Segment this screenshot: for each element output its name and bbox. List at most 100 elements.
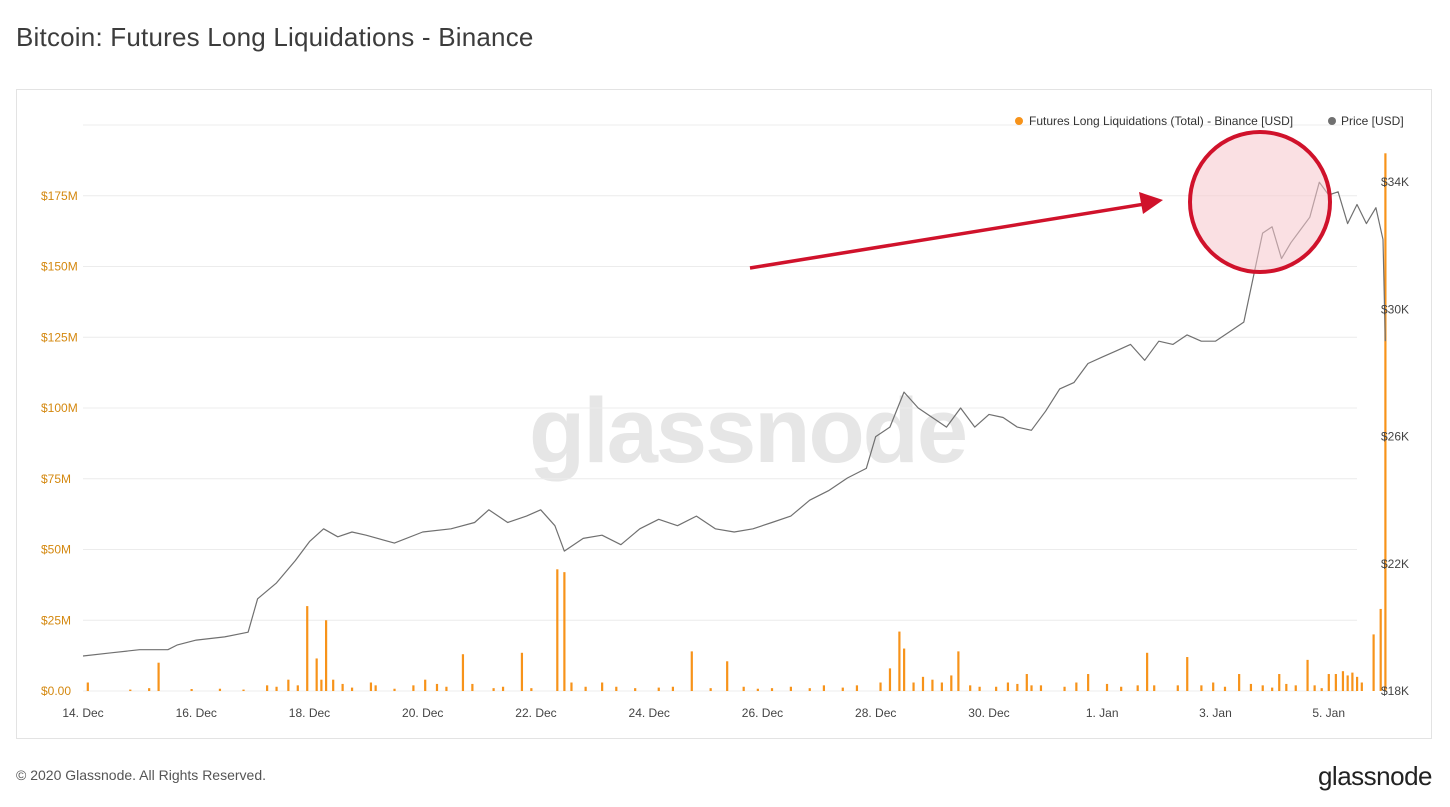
x-tick-label: 30. Dec xyxy=(968,706,1009,720)
liquidation-bar xyxy=(1212,682,1215,691)
liquidation-bar xyxy=(1006,682,1010,691)
liquidation-bar xyxy=(129,689,132,691)
chart-svg: glassnode $0.00 $25M $50M $75M $100M $125M $15… xyxy=(41,114,1409,720)
liquidation-bar xyxy=(1327,674,1330,691)
liquidation-bar xyxy=(1271,687,1274,691)
legend[interactable]: Futures Long Liquidations (Total) - Bina… xyxy=(1015,114,1404,128)
liquidation-bar xyxy=(501,686,505,691)
liquidation-bar xyxy=(726,661,729,691)
liquidation-bar xyxy=(1238,674,1241,691)
annotation-arrow-head xyxy=(1139,192,1163,214)
liquidation-bar xyxy=(1320,688,1323,691)
x-tick-label: 3. Jan xyxy=(1199,706,1232,720)
right-tick-label: $18K xyxy=(1381,684,1409,698)
liquidation-bar xyxy=(1249,683,1253,691)
left-tick-label: $175M xyxy=(41,189,78,203)
liquidation-bar xyxy=(950,675,953,691)
left-tick-label: $150M xyxy=(41,260,78,274)
liquidation-bar xyxy=(350,687,354,691)
liquidation-bar xyxy=(266,685,269,691)
liquidation-bar xyxy=(995,686,998,691)
liquidation-bar xyxy=(287,679,290,691)
liquidation-bar xyxy=(369,682,373,691)
liquidation-bar xyxy=(841,687,844,691)
liquidation-bar xyxy=(461,654,465,691)
left-tick-label: $125M xyxy=(41,330,78,344)
left-tick-label: $50M xyxy=(41,543,71,557)
liquidation-bar xyxy=(1136,685,1139,691)
liquidation-bar xyxy=(1146,652,1149,691)
brand-logo[interactable]: glassnode xyxy=(1317,761,1433,791)
liquidation-bar xyxy=(1030,685,1033,691)
liquidation-bar xyxy=(709,688,712,691)
liquidation-bar xyxy=(789,686,792,691)
liquidation-bar xyxy=(332,679,335,691)
liquidation-bar xyxy=(86,682,89,691)
liquidation-bar xyxy=(1360,682,1363,691)
liquidation-bar xyxy=(275,686,278,691)
liquidation-bar xyxy=(1334,674,1337,691)
liquidation-bar xyxy=(888,668,892,691)
right-tick-label: $30K xyxy=(1381,302,1409,316)
liquidation-bar xyxy=(424,679,427,691)
right-tick-label: $22K xyxy=(1381,557,1409,571)
liquidation-bars xyxy=(86,153,1387,692)
legend-price-label[interactable]: Price [USD] xyxy=(1341,114,1404,128)
liquidation-bar xyxy=(520,652,524,691)
liquidation-bar xyxy=(1379,608,1382,691)
liquidation-bar xyxy=(1294,685,1297,691)
liquidation-bar xyxy=(1351,672,1354,691)
liquidation-bar xyxy=(1039,685,1043,691)
liquidation-bar xyxy=(435,683,439,691)
x-tick-label: 20. Dec xyxy=(402,706,443,720)
x-tick-label: 1. Jan xyxy=(1086,706,1119,720)
liquidation-bar xyxy=(306,606,309,691)
liquidation-bar xyxy=(855,685,859,691)
liquidation-bar xyxy=(1306,659,1309,691)
annotation-arrow-shaft xyxy=(749,202,1146,270)
left-tick-label: $0.00 xyxy=(41,684,71,698)
right-tick-label: $34K xyxy=(1381,175,1409,189)
liquidation-bar xyxy=(931,679,934,691)
liquidation-bar xyxy=(1384,153,1387,692)
liquidation-bar xyxy=(808,688,811,691)
liquidation-bar xyxy=(1372,634,1375,691)
liquidation-bar xyxy=(690,651,693,691)
liquidation-bar xyxy=(657,687,660,691)
legend-liquidations-label[interactable]: Futures Long Liquidations (Total) - Bina… xyxy=(1029,114,1293,128)
liquidation-bar xyxy=(1261,685,1264,691)
liquidation-bar xyxy=(1176,685,1179,691)
liquidation-bar xyxy=(756,688,759,691)
watermark-text: glassnode xyxy=(529,380,966,482)
liquidation-bar xyxy=(242,689,245,691)
left-tick-label: $75M xyxy=(41,472,71,486)
liquidation-bar xyxy=(903,648,906,691)
left-tick-label: $100M xyxy=(41,401,78,415)
liquidation-bar xyxy=(412,685,415,691)
liquidation-bar xyxy=(1016,683,1019,691)
liquidation-bar xyxy=(584,686,587,691)
right-tick-label: $26K xyxy=(1381,430,1409,444)
legend-price-dot xyxy=(1328,117,1336,125)
liquidation-bar xyxy=(445,686,448,691)
liquidation-bar xyxy=(374,685,377,691)
liquidation-bar xyxy=(471,683,474,691)
liquidation-bar xyxy=(1356,676,1359,691)
x-tick-label: 26. Dec xyxy=(742,706,783,720)
right-y-axis: $18K $22K $26K $30K $34K xyxy=(1381,175,1409,698)
x-tick-label: 22. Dec xyxy=(515,706,556,720)
copyright-footer: © 2020 Glassnode. All Rights Reserved. xyxy=(16,767,267,783)
liquidation-bar xyxy=(742,686,745,691)
x-tick-label: 28. Dec xyxy=(855,706,896,720)
liquidation-bar xyxy=(1278,674,1281,691)
liquidation-bar xyxy=(634,688,637,691)
liquidation-bar xyxy=(296,685,299,691)
liquidation-bar xyxy=(148,688,151,691)
x-tick-label: 16. Dec xyxy=(176,706,217,720)
liquidation-bar xyxy=(1120,686,1123,691)
legend-liquidations-dot xyxy=(1015,117,1023,125)
liquidation-bar xyxy=(1087,674,1090,691)
liquidation-bar xyxy=(530,688,533,691)
liquidation-bar xyxy=(1063,686,1066,691)
x-tick-label: 14. Dec xyxy=(62,706,103,720)
